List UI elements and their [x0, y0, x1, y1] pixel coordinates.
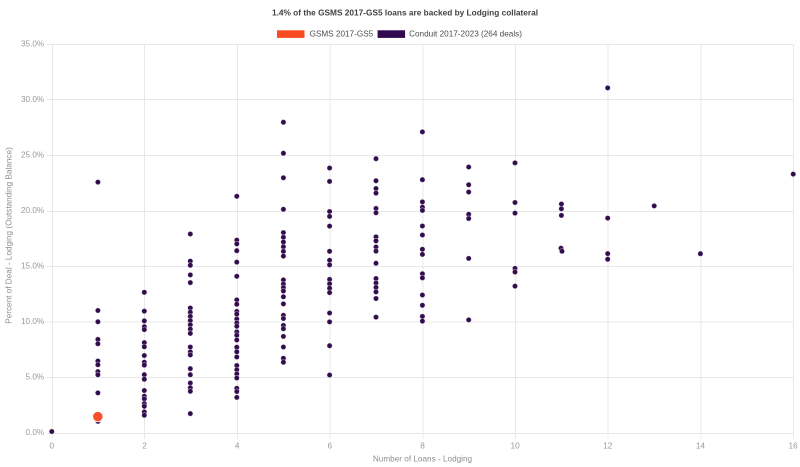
svg-text:GSMS 2017-GS5: GSMS 2017-GS5	[310, 29, 374, 38]
svg-text:20.0%: 20.0%	[21, 206, 44, 215]
svg-text:6: 6	[328, 442, 333, 451]
svg-text:Number of Loans - Lodging: Number of Loans - Lodging	[373, 455, 473, 464]
svg-text:Percent of Deal - Lodging (Out: Percent of Deal - Lodging (Outstanding B…	[4, 147, 13, 324]
svg-text:4: 4	[235, 442, 240, 451]
svg-text:1.4% of the GSMS 2017-GS5 loan: 1.4% of the GSMS 2017-GS5 loans are back…	[272, 8, 538, 18]
svg-text:12: 12	[603, 442, 613, 451]
svg-text:10: 10	[511, 442, 521, 451]
svg-text:0.0%: 0.0%	[26, 428, 45, 437]
svg-text:Conduit 2017-2023 (264 deals): Conduit 2017-2023 (264 deals)	[409, 29, 522, 38]
svg-text:25.0%: 25.0%	[21, 150, 44, 159]
svg-text:0: 0	[50, 442, 55, 451]
svg-text:8: 8	[420, 442, 425, 451]
svg-text:14: 14	[696, 442, 706, 451]
svg-text:10.0%: 10.0%	[21, 317, 44, 326]
svg-text:2: 2	[142, 442, 147, 451]
svg-text:30.0%: 30.0%	[21, 95, 44, 104]
svg-text:15.0%: 15.0%	[21, 261, 44, 270]
svg-text:5.0%: 5.0%	[26, 373, 45, 382]
svg-text:16: 16	[789, 442, 799, 451]
svg-text:35.0%: 35.0%	[21, 39, 44, 48]
